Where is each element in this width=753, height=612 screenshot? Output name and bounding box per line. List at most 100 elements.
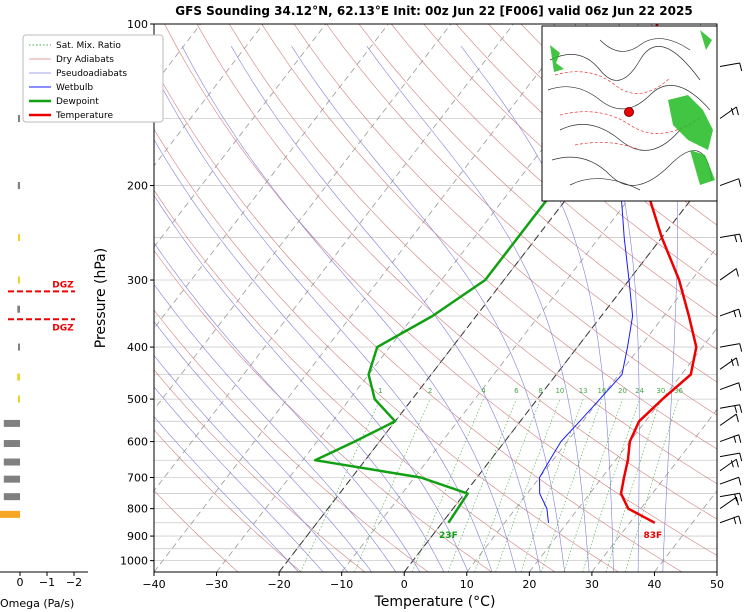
wind-barb bbox=[719, 233, 743, 243]
x-tick-label: 20 bbox=[522, 578, 536, 591]
barb-flag bbox=[735, 497, 739, 506]
mixing-ratio-line bbox=[582, 399, 640, 572]
wind-barb bbox=[719, 492, 743, 502]
mixing-ratio-label: 24 bbox=[635, 387, 644, 395]
pseudoadiabat bbox=[154, 242, 421, 572]
wind-barb bbox=[719, 178, 742, 187]
y-tick-label: 800 bbox=[127, 503, 148, 516]
omega-bar bbox=[3, 440, 21, 448]
barb-flag bbox=[739, 404, 743, 413]
pseudoadiabat bbox=[154, 194, 445, 572]
barb-shaft bbox=[719, 343, 740, 348]
barb-flag bbox=[738, 382, 742, 391]
omega-tick-label: 0 bbox=[17, 576, 24, 589]
dry-adiabat bbox=[154, 189, 556, 572]
barb-shaft bbox=[719, 308, 739, 317]
isotherm bbox=[154, 24, 514, 492]
x-tick-label: −20 bbox=[268, 578, 291, 591]
mixing-ratio-label: 4 bbox=[481, 387, 486, 395]
mixing-ratio-line bbox=[354, 398, 431, 572]
mixing-ratio-label: 6 bbox=[514, 387, 519, 395]
isotherm bbox=[154, 24, 452, 411]
barb-shaft bbox=[719, 496, 737, 510]
dry-adiabat bbox=[391, 24, 717, 318]
barb-flag bbox=[739, 343, 743, 352]
omega-bar bbox=[17, 182, 20, 190]
dry-adiabat bbox=[261, 24, 717, 450]
pseudoadiabat bbox=[181, 46, 517, 572]
omega-bar bbox=[18, 114, 20, 122]
omega-tick-label: −2 bbox=[66, 576, 82, 589]
barb-flag bbox=[733, 435, 737, 443]
y-tick-label: 700 bbox=[127, 472, 148, 485]
dry-adiabat bbox=[293, 24, 717, 416]
barb-flag bbox=[735, 413, 739, 423]
mixing-ratio-line bbox=[300, 398, 381, 572]
isotherm bbox=[529, 327, 717, 572]
legend: Sat. Mix. Ratio Dry Adiabats Pseudoadiabat… bbox=[22, 34, 164, 123]
mixing-ratio-line bbox=[495, 398, 561, 572]
wind-barbs bbox=[719, 62, 743, 525]
wind-barb bbox=[719, 343, 743, 352]
y-tick-label: 900 bbox=[127, 530, 148, 543]
mixing-ratio-label: 36 bbox=[674, 387, 683, 395]
surface-dewpoint-label: 23F bbox=[439, 531, 458, 541]
omega-bar bbox=[18, 276, 20, 284]
barb-shaft bbox=[719, 268, 737, 281]
inset-map bbox=[541, 25, 718, 202]
y-tick-label: 600 bbox=[127, 436, 148, 449]
dry-adiabat bbox=[326, 24, 717, 383]
pseudoadiabat bbox=[291, 46, 565, 572]
wind-barb bbox=[719, 357, 739, 370]
surface-temperature-label: 83F bbox=[643, 531, 662, 541]
barb-flag bbox=[738, 434, 742, 443]
barb-shaft bbox=[719, 178, 739, 187]
barb-flag bbox=[738, 515, 742, 525]
y-tick-label: 100 bbox=[127, 18, 148, 31]
wind-barb bbox=[719, 434, 742, 443]
wind-barb bbox=[719, 496, 739, 510]
pseudoadiabat bbox=[154, 386, 324, 572]
isotherm bbox=[216, 24, 639, 572]
y-tick-label: 300 bbox=[127, 274, 148, 287]
omega-bar bbox=[3, 419, 21, 427]
mixing-ratio-label: 30 bbox=[656, 387, 665, 395]
x-tick-label: −30 bbox=[205, 578, 228, 591]
legend-label: Dewpoint bbox=[56, 97, 99, 107]
wetbulb-line bbox=[539, 66, 644, 523]
pseudoadiabat bbox=[366, 46, 590, 572]
x-tick-label: −40 bbox=[142, 578, 165, 591]
pseudoadiabat bbox=[568, 46, 640, 572]
omega-bar bbox=[18, 234, 20, 242]
omega-bar bbox=[17, 305, 20, 313]
omega-bar bbox=[18, 343, 20, 351]
mixing-ratio-line bbox=[447, 398, 517, 572]
background-lines: 1 2 4 6 8 10 13 16 20 24 30 36 bbox=[154, 24, 717, 572]
isotherm bbox=[716, 571, 717, 572]
wind-barb bbox=[719, 476, 742, 486]
mixing-ratio-label: 8 bbox=[538, 387, 542, 395]
legend-label: Wetbulb bbox=[56, 83, 93, 93]
plot-frame bbox=[153, 23, 718, 573]
mixing-ratio-line bbox=[474, 398, 541, 572]
mixing-ratio-line bbox=[412, 398, 484, 572]
wind-barb bbox=[719, 308, 742, 318]
pseudoadiabat bbox=[154, 138, 469, 572]
mixing-ratio-label: 2 bbox=[428, 387, 432, 395]
wind-barb bbox=[719, 62, 743, 72]
dry-adiabat bbox=[154, 490, 239, 572]
pseudoadiabat bbox=[460, 46, 614, 572]
mixing-ratio-line bbox=[563, 399, 623, 572]
barb-shaft bbox=[719, 106, 737, 119]
isotherm bbox=[154, 24, 577, 572]
mixing-ratio-line bbox=[605, 399, 662, 572]
barb-flag bbox=[735, 106, 739, 116]
dry-adiabat bbox=[154, 128, 619, 572]
wind-barb bbox=[719, 268, 739, 281]
mixing-ratio-label: 16 bbox=[597, 387, 606, 395]
y-tick-label: 200 bbox=[127, 180, 148, 193]
omega-bar bbox=[17, 373, 20, 381]
dgz-label: DGZ bbox=[52, 323, 74, 333]
dry-adiabat bbox=[154, 369, 365, 572]
pseudoadiabat bbox=[154, 71, 493, 572]
